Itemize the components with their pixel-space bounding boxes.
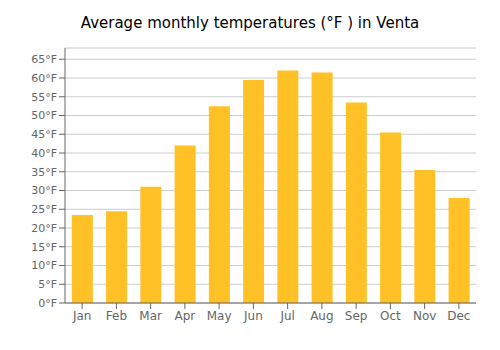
svg-text:40°F: 40°F [31,147,57,160]
svg-text:60°F: 60°F [31,72,57,85]
svg-text:Mar: Mar [139,309,162,323]
svg-text:55°F: 55°F [31,91,57,104]
svg-text:Feb: Feb [106,309,127,323]
svg-text:65°F: 65°F [31,53,57,66]
svg-text:5°F: 5°F [38,278,57,291]
svg-text:Sep: Sep [345,309,368,323]
svg-text:Jul: Jul [279,309,294,323]
svg-text:Nov: Nov [413,309,436,323]
svg-text:10°F: 10°F [31,259,57,272]
svg-text:Apr: Apr [174,309,195,323]
svg-text:Aug: Aug [310,309,333,323]
svg-text:Jan: Jan [72,309,92,323]
svg-text:Oct: Oct [380,309,401,323]
html-text:Average monthly temperatures (: Average monthly temperatures (°F ) in Ve… [80,14,420,32]
svg-text:30°F: 30°F [31,184,57,197]
svg-text:Jun: Jun [243,309,263,323]
svg-text:May: May [207,309,232,323]
svg-text:25°F: 25°F [31,203,57,216]
svg-text:0°F: 0°F [38,297,57,310]
svg-text:45°F: 45°F [31,128,57,141]
svg-text:20°F: 20°F [31,222,57,235]
svg-text:35°F: 35°F [31,166,57,179]
svg-text:50°F: 50°F [31,109,57,122]
svg-text:15°F: 15°F [31,241,57,254]
svg-text:Dec: Dec [447,309,470,323]
